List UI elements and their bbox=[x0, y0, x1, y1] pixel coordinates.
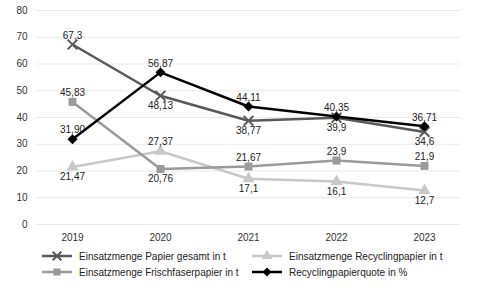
svg-text:39,9: 39,9 bbox=[327, 122, 347, 133]
html-text:Einsatzmenge Papier gesamt in: Einsatzmenge Papier gesamt in t bbox=[79, 250, 226, 262]
svg-text:38,77: 38,77 bbox=[236, 125, 261, 136]
svg-text:40: 40 bbox=[16, 112, 28, 123]
svg-text:17,1: 17,1 bbox=[239, 183, 259, 194]
svg-text:34,6: 34,6 bbox=[415, 136, 435, 147]
svg-text:44,11: 44,11 bbox=[236, 92, 261, 103]
svg-text:45,83: 45,83 bbox=[60, 87, 85, 98]
svg-text:31,90: 31,90 bbox=[60, 124, 85, 135]
svg-text:27,37: 27,37 bbox=[148, 136, 173, 147]
svg-text:2021: 2021 bbox=[237, 232, 260, 243]
svg-text:20: 20 bbox=[16, 165, 28, 176]
svg-text:2022: 2022 bbox=[325, 232, 348, 243]
svg-text:70: 70 bbox=[16, 31, 28, 42]
svg-text:40,35: 40,35 bbox=[324, 102, 349, 113]
svg-text:12,7: 12,7 bbox=[415, 195, 435, 206]
svg-text:30: 30 bbox=[16, 138, 28, 149]
svg-text:56,87: 56,87 bbox=[148, 58, 173, 69]
svg-text:10: 10 bbox=[16, 192, 28, 203]
svg-text:67,3: 67,3 bbox=[63, 30, 83, 41]
svg-text:16,1: 16,1 bbox=[327, 186, 347, 197]
svg-text:80: 80 bbox=[16, 5, 28, 16]
svg-text:48,13: 48,13 bbox=[148, 100, 173, 111]
svg-text:21,67: 21,67 bbox=[236, 152, 261, 163]
svg-text:21,47: 21,47 bbox=[60, 171, 85, 182]
svg-text:60: 60 bbox=[16, 58, 28, 69]
svg-text:23,9: 23,9 bbox=[327, 146, 347, 157]
svg-text:2019: 2019 bbox=[61, 232, 84, 243]
html-text:Einsatzmenge Frischfaserpapier: Einsatzmenge Frischfaserpapier in t bbox=[79, 266, 239, 278]
svg-text:20,76: 20,76 bbox=[148, 173, 173, 184]
svg-text:50: 50 bbox=[16, 85, 28, 96]
svg-text:36,71: 36,71 bbox=[412, 112, 437, 123]
html-text:Einsatzmenge Recyclingpapier i: Einsatzmenge Recyclingpapier in t bbox=[289, 250, 443, 262]
svg-text:0: 0 bbox=[22, 219, 28, 230]
svg-text:2020: 2020 bbox=[149, 232, 172, 243]
svg-text:21,9: 21,9 bbox=[415, 151, 435, 162]
html-text:Recyclingpapierquote in %: Recyclingpapierquote in % bbox=[289, 266, 408, 278]
svg-text:2023: 2023 bbox=[413, 232, 436, 243]
